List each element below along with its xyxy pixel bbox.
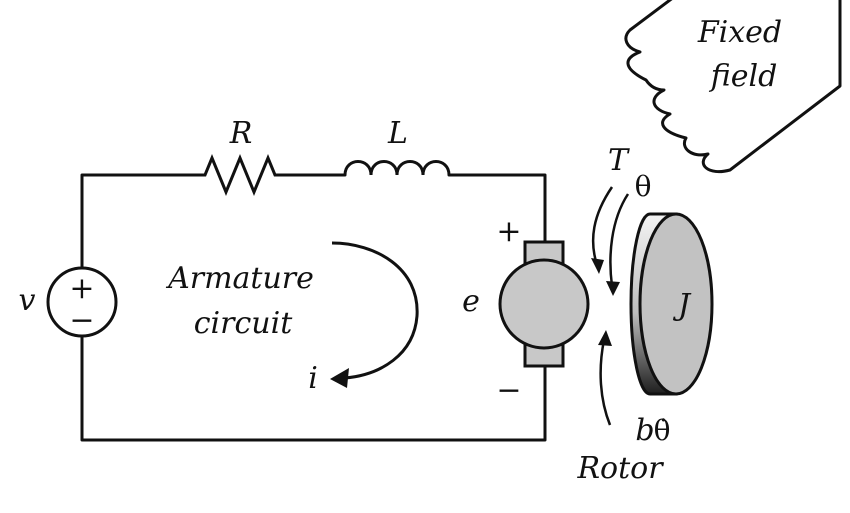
motor-minus-sign: − — [496, 373, 521, 408]
motor-plus-sign: + — [496, 214, 521, 249]
dc-motor — [498, 240, 590, 368]
armature-label-line1: Armature — [165, 261, 314, 296]
friction-b-label: b — [635, 413, 654, 448]
armature-label-line2: circuit — [194, 306, 293, 341]
inductor-symbol — [343, 160, 451, 176]
circuit-wires — [80, 173, 547, 442]
friction-theta-dot-label: θ̇ — [654, 414, 671, 447]
back-emf-label: e — [462, 284, 480, 319]
rotor-disk — [629, 212, 714, 396]
resistor-symbol — [195, 154, 280, 196]
fixed-field-magnet — [624, 0, 842, 173]
voltage-label: v — [19, 283, 36, 318]
rotor-label: Rotor — [576, 451, 664, 486]
torque-arrows — [591, 186, 630, 426]
angle-label: θ — [635, 170, 652, 203]
current-arrow — [330, 241, 419, 388]
current-label: i — [308, 361, 318, 396]
source-minus-sign: − — [69, 303, 94, 338]
torque-label: T — [608, 143, 630, 178]
field-label-line1: Fixed — [697, 15, 782, 50]
torque-arrowheads — [591, 258, 620, 346]
field-label-line2: field — [709, 59, 778, 94]
inductor-label: L — [387, 116, 408, 151]
voltage-source: + − — [46, 266, 118, 338]
resistor-label: R — [229, 116, 253, 151]
source-plus-sign: + — [69, 271, 94, 306]
